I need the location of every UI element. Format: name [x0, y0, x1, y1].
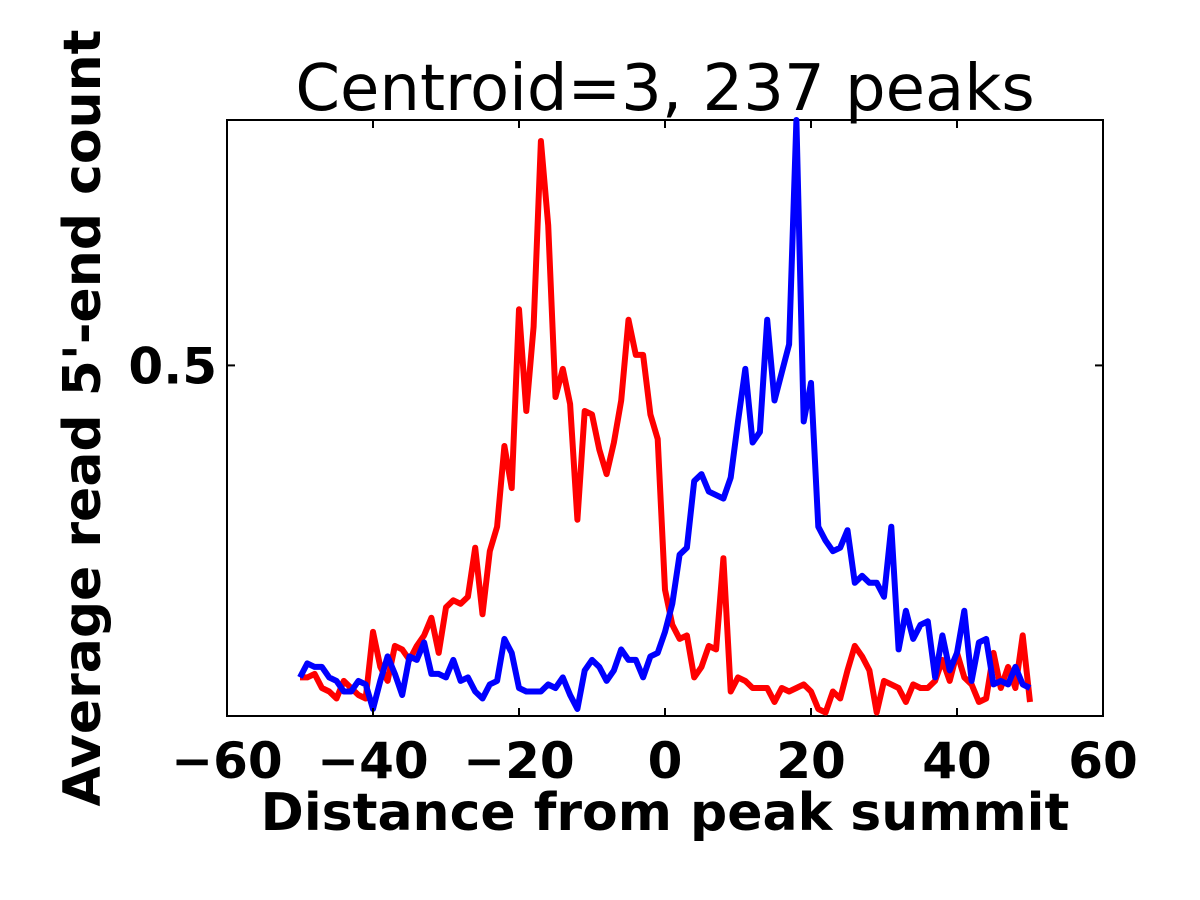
x-tick-label: −40 [317, 732, 428, 790]
x-tick-label: 20 [776, 732, 846, 790]
series-1-line [300, 138, 1033, 716]
x-tick-label: 60 [1068, 732, 1138, 790]
x-tick-label: −20 [463, 732, 574, 790]
x-tick-label: 0 [648, 732, 683, 790]
y-axis-label: Average read 5'-end count [53, 30, 113, 807]
x-tick-label: −60 [171, 732, 282, 790]
series-1 [300, 138, 1033, 716]
x-tick-label: 40 [922, 732, 992, 790]
series-layer [297, 117, 1033, 716]
ticks-layer: −60 −40 −20 0 20 40 60 0.5 [128, 120, 1138, 790]
series-2 [297, 117, 1032, 712]
chart-title: Centroid=3, 237 peaks [295, 52, 1034, 126]
series-2-line [297, 117, 1032, 712]
x-axis-label: Distance from peak summit [261, 783, 1070, 843]
y-tick-label: 0.5 [128, 337, 217, 395]
